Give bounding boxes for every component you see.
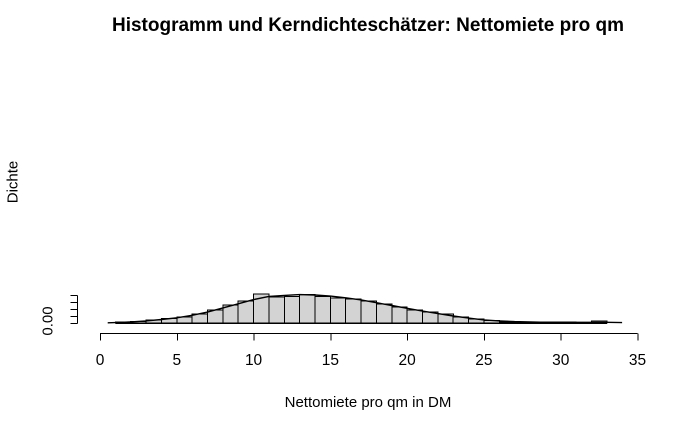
histogram-bar bbox=[406, 309, 424, 324]
x-tick-label: 25 bbox=[475, 352, 492, 369]
histogram-bar bbox=[314, 295, 331, 324]
x-tick-label: 15 bbox=[322, 352, 339, 369]
x-tick-label: 30 bbox=[552, 352, 570, 369]
histogram-bar bbox=[360, 300, 378, 324]
x-tick-label: 20 bbox=[399, 352, 417, 369]
histogram-bar bbox=[329, 297, 347, 324]
histogram-bar bbox=[299, 294, 316, 324]
histogram-bar bbox=[283, 295, 301, 324]
x-axis-title: Nettomiete pro qm in DM bbox=[284, 394, 452, 411]
x-tick-label: 10 bbox=[245, 352, 263, 369]
histogram-bar bbox=[345, 298, 362, 324]
histogram-bar bbox=[237, 300, 255, 324]
chart-title: Histogramm und Kerndichteschätzer: Netto… bbox=[111, 15, 625, 36]
histogram-bar bbox=[268, 296, 285, 324]
x-tick-label: 0 bbox=[96, 352, 105, 369]
histogram-bar bbox=[375, 303, 393, 324]
x-tick-label: 35 bbox=[629, 352, 646, 369]
density-curve bbox=[107, 293, 623, 324]
histogram-bar bbox=[391, 306, 408, 324]
x-tick-label: 5 bbox=[172, 352, 181, 369]
